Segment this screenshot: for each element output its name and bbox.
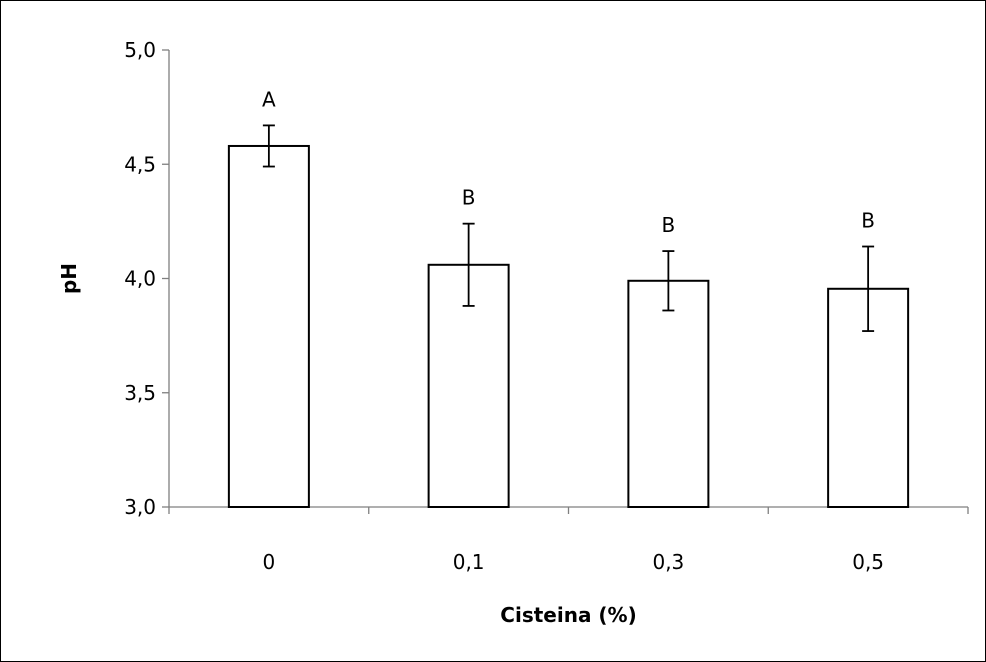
significance-label: B [462,186,476,210]
error-bars [262,124,875,332]
significance-label: B [861,209,875,233]
y-tick-label: 4,5 [124,152,156,176]
bar [627,279,710,508]
x-ticks: 0 0,1 0,3 0,5 [168,507,969,574]
significance-label: B [662,213,676,237]
x-tick-label: 0,3 [652,550,684,574]
y-tick-label: 3,5 [124,381,156,405]
y-tick-label: 4,0 [124,267,156,291]
significance-label: A [262,87,276,111]
y-tick-label: 3,0 [124,495,156,519]
x-tick-label: 0 [263,550,276,574]
x-tick-label: 0,1 [453,550,485,574]
x-axis-title: Cisteina (%) [500,603,636,627]
bars [227,144,910,509]
y-axis-title: pH [57,263,81,294]
y-tick-label: 5,0 [124,38,156,62]
bar [227,144,310,508]
x-tick-label: 0,5 [852,550,884,574]
y-ticks: 3,0 3,5 4,0 4,5 5,0 [124,38,169,519]
significance-labels: A B B B [262,87,875,237]
